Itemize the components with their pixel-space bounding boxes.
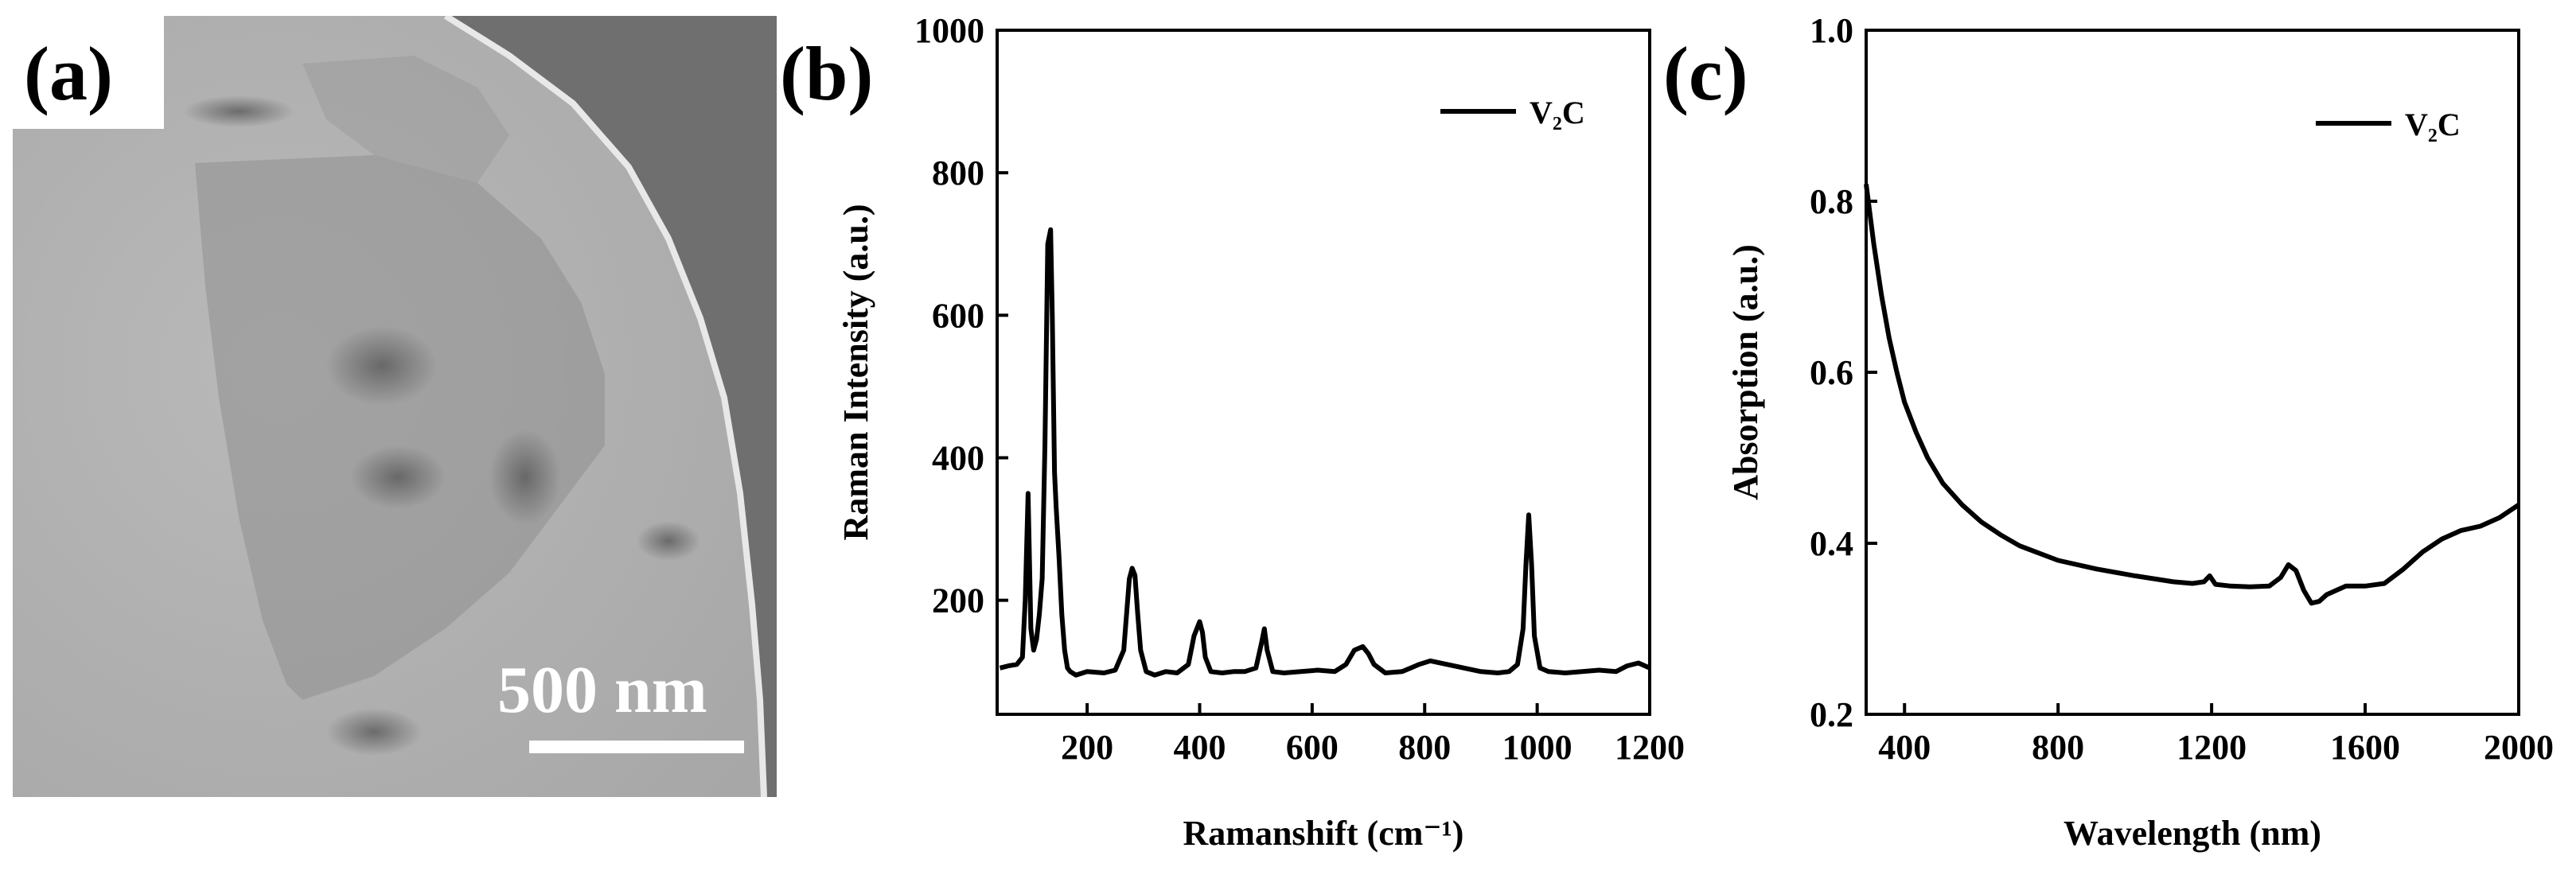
y-axis-label: Absorption (a.u.): [1726, 244, 1765, 500]
tem-micrograph-panel: (a) 500 nm: [13, 16, 777, 797]
y-tick-label: 0.2: [1810, 695, 1853, 734]
x-tick-label: 400: [1173, 728, 1226, 767]
y-tick-label: 200: [932, 581, 984, 620]
x-tick-label: 800: [1398, 728, 1451, 767]
y-tick-label: 1.0: [1810, 11, 1853, 50]
series-line-v2c: [1864, 184, 2520, 606]
y-tick-label: 600: [932, 296, 984, 335]
dark-spot: [326, 326, 438, 406]
y-tick-label: 800: [932, 154, 984, 192]
x-tick-label: 2000: [2484, 728, 2554, 767]
y-axis-label: Raman Intensity (a.u.): [836, 204, 875, 541]
panel-label-box: [13, 16, 164, 129]
axis-ticks: 200 400 600 800 1000 1200 200 400 600 800 1000: [914, 11, 1685, 767]
scale-bar: [529, 741, 744, 753]
dark-spot: [183, 95, 294, 127]
scale-bar-label: 500 nm: [497, 653, 707, 727]
axis-ticks: 400 800 1200 1600 2000 0.2 0.4 0.6 0.8 1.0: [1810, 11, 2554, 767]
y-tick-label: 0.4: [1810, 524, 1853, 563]
plot-frame: [996, 29, 1651, 716]
x-tick-label: 1200: [2177, 728, 2247, 767]
dark-spot: [637, 521, 700, 561]
y-tick-label: 0.6: [1810, 353, 1853, 392]
series-line-v2c: [999, 227, 1651, 678]
y-tick-label: 400: [932, 439, 984, 478]
x-tick-label: 800: [2032, 728, 2084, 767]
nanosheet-flake-upper: [302, 56, 509, 183]
tem-grid-rim: [443, 16, 767, 797]
x-axis-label: Ramanshift (cm⁻¹): [1183, 814, 1464, 853]
dark-spot: [489, 430, 561, 525]
absorption-chart: (c) 400 800 1200 1600 2000 0.2 0.4 0.6 0.8 1.0 V₂…: [1663, 11, 2554, 853]
panel-label-b: (b): [780, 31, 873, 116]
dark-spot: [326, 708, 422, 756]
dark-spot: [350, 445, 446, 509]
x-axis-label: Wavelength (nm): [2064, 814, 2321, 853]
x-tick-label: 600: [1286, 728, 1339, 767]
raman-chart: (b) 200 400 600 800 1000 1200 200 400 600 800 1000…: [780, 11, 1685, 853]
y-tick-label: 0.8: [1810, 182, 1853, 221]
nanosheet-flake: [195, 155, 605, 700]
x-tick-label: 1200: [1615, 728, 1685, 767]
y-tick-label: 1000: [914, 11, 984, 50]
panel-label-a: (a): [24, 31, 113, 116]
x-tick-label: 400: [1878, 728, 1931, 767]
legend-label: V₂C: [1530, 95, 1585, 130]
legend: V₂C: [1440, 95, 1585, 130]
panel-label-c: (c): [1663, 31, 1748, 116]
x-tick-label: 200: [1061, 728, 1113, 767]
legend-label: V₂C: [2405, 107, 2461, 142]
tem-grid-edge: [446, 16, 777, 797]
x-tick-label: 1600: [2330, 728, 2400, 767]
x-tick-label: 1000: [1502, 728, 1572, 767]
legend: V₂C: [2316, 107, 2461, 142]
